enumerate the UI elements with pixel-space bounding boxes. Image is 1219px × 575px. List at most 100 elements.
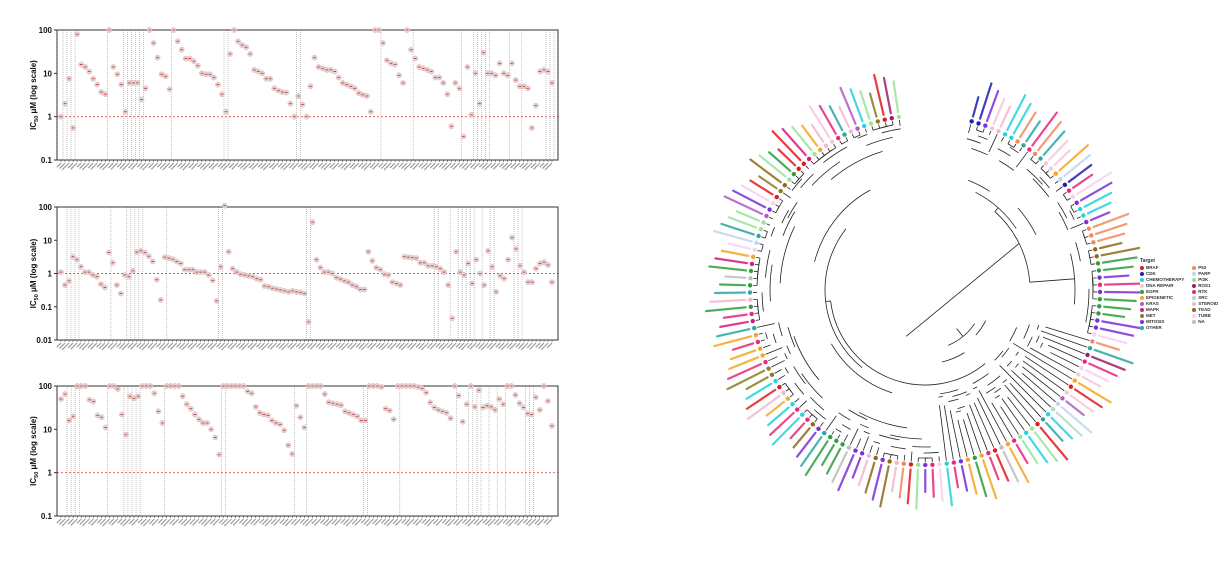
branch-line: [973, 402, 995, 448]
tip-label-glyph: [724, 275, 747, 279]
tip-dot: [1066, 188, 1072, 193]
branch-line: [878, 124, 881, 129]
x-tick-label-glyph: [524, 162, 533, 171]
y-tick-label: 0.1: [41, 303, 53, 312]
legend-item-label: CHEMOTHERAPY: [1146, 277, 1185, 282]
x-tick-label-glyph: [117, 518, 123, 524]
x-tick-label-glyph: [315, 342, 321, 348]
x-tick-label-glyph: [383, 518, 391, 526]
tip-label-glyph: [1060, 405, 1093, 434]
legend-item: OTHER: [1140, 325, 1184, 331]
branch-arc: [778, 322, 783, 337]
tip-dot: [1060, 396, 1065, 401]
x-tick-label-glyph: [513, 162, 521, 170]
x-tick-label-glyph: [317, 162, 324, 168]
tip-label-glyph: [745, 376, 769, 391]
tip-label-glyph: [1063, 154, 1091, 178]
tip-dot: [761, 220, 766, 225]
tip-dot: [834, 438, 839, 444]
tip-label-glyph: [714, 257, 749, 265]
branch-arc: [985, 386, 996, 394]
tip-label-glyph: [769, 411, 795, 436]
x-tick-label-glyph: [378, 162, 384, 168]
x-tick-label-glyph: [340, 518, 346, 524]
tip-dot: [1021, 143, 1026, 148]
tip-label-glyph: [1086, 201, 1112, 215]
tip-dot: [1072, 378, 1077, 383]
branch-line: [1012, 342, 1073, 380]
branch-line: [1022, 360, 1065, 392]
tip-dot: [782, 183, 788, 188]
tip-dot: [749, 311, 754, 317]
branch-arc: [782, 211, 796, 236]
legend-item-label: STEROID: [1198, 301, 1219, 306]
branch-line: [1000, 406, 1019, 435]
tip-label-glyph: [709, 298, 747, 303]
x-tick-label-glyph: [355, 342, 361, 348]
tip-label-glyph: [1027, 435, 1049, 464]
tip-dot: [1096, 311, 1101, 316]
x-tick-label-glyph: [136, 342, 142, 348]
branch-arc: [1087, 313, 1092, 333]
x-tick-label-glyph: [378, 342, 385, 350]
x-tick-label-glyph: [545, 518, 553, 526]
x-tick-label-glyph: [492, 162, 501, 170]
tip-label-glyph: [727, 242, 751, 250]
tip-dot: [896, 114, 902, 120]
legend-item: TUBB: [1192, 313, 1218, 319]
x-tick-label-glyph: [480, 342, 489, 351]
x-tick-label-glyph: [70, 342, 78, 350]
x-tick-label-glyph: [177, 162, 183, 168]
branch-arc: [1088, 254, 1092, 265]
tip-dot: [1091, 240, 1096, 245]
x-tick-label-glyph: [229, 342, 238, 350]
x-tick-label-glyph: [121, 162, 130, 171]
branch-line: [774, 369, 782, 374]
x-tick-label-glyph: [360, 342, 369, 351]
tip-label-glyph: [985, 89, 1000, 123]
x-tick-label-glyph: [142, 162, 150, 171]
x-tick-label-glyph: [218, 342, 226, 350]
tip-dot: [791, 171, 797, 177]
tip-label-glyph: [825, 447, 842, 475]
x-tick-label-glyph: [438, 162, 444, 168]
x-tick-label-glyph: [365, 518, 374, 527]
x-tick-label-glyph: [450, 162, 456, 169]
branch-arc: [765, 332, 768, 340]
branch-line: [768, 356, 778, 362]
x-tick-label-glyph: [458, 342, 465, 350]
legend-swatch-icon: [1140, 290, 1144, 294]
x-tick-label-glyph: [289, 342, 297, 350]
branch-line: [1035, 160, 1039, 165]
branch-line: [805, 165, 809, 170]
x-tick-label-glyph: [208, 162, 215, 169]
x-tick-label-glyph: [98, 342, 106, 350]
scatter-panel-1: 100 10 1 0.1 IC50 μM (log scale): [29, 26, 559, 171]
branch-line: [839, 140, 843, 145]
branch-arc: [955, 410, 961, 413]
tip-label-glyph: [838, 105, 850, 129]
x-tick-label-glyph: [79, 162, 86, 170]
x-tick-label-glyph: [268, 162, 275, 169]
x-tick-label-glyph: [489, 342, 497, 350]
tip-dot: [805, 417, 810, 422]
tip-dot: [1095, 318, 1100, 323]
x-tick-label-glyph: [70, 162, 78, 170]
tip-dot: [1094, 254, 1099, 259]
branch-arc: [972, 386, 978, 390]
branch-line: [779, 198, 783, 202]
branch-line: [1088, 249, 1093, 252]
x-tick-label-glyph: [291, 162, 299, 170]
branch-line: [882, 452, 885, 457]
branch-line: [758, 332, 763, 335]
tip-label-glyph: [1069, 394, 1094, 413]
branch-arc: [1083, 234, 1088, 245]
x-tick-label-glyph: [440, 342, 449, 351]
branch-arc: [1009, 327, 1018, 342]
tip-label-glyph: [1009, 447, 1030, 484]
legend-item: NA: [1192, 319, 1218, 325]
x-tick-label-glyph: [76, 162, 82, 168]
tip-label-glyph: [1097, 232, 1126, 243]
branch-line: [771, 360, 785, 368]
x-tick-label-glyph: [279, 518, 285, 524]
